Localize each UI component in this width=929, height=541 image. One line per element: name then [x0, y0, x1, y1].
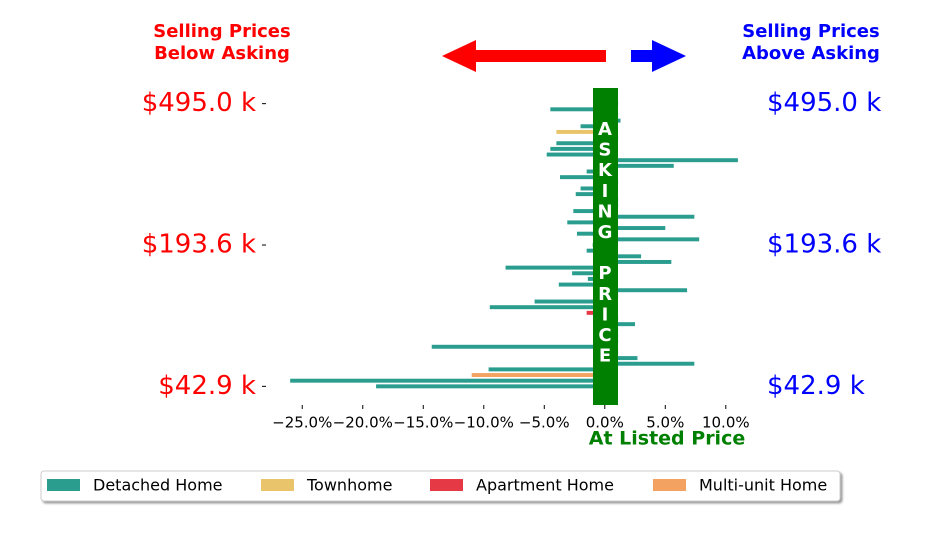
bar [580, 124, 605, 129]
x-tick-label: 5.0% [646, 414, 684, 432]
bar [546, 152, 605, 157]
x-tick-label: −20.0% [333, 414, 393, 432]
bar [604, 254, 642, 259]
right-note: Above Asking [742, 43, 880, 64]
bar [604, 361, 695, 366]
bar [604, 259, 672, 264]
y-tick-label: $495.0 k [142, 88, 256, 118]
left-note: Below Asking [154, 43, 290, 64]
bar [550, 107, 605, 112]
left-arrow [442, 40, 606, 72]
y-tick-label: $193.6 k [142, 230, 256, 260]
bar [376, 384, 605, 389]
bar [534, 299, 605, 304]
y-tick-label-right: $193.6 k [767, 230, 881, 260]
x-tick-label: 10.0% [702, 414, 750, 432]
bar [505, 265, 605, 270]
bar [431, 344, 605, 349]
bar [489, 305, 605, 310]
bar [558, 282, 605, 287]
bar [556, 141, 605, 146]
legend-swatch [653, 479, 686, 491]
bar [580, 186, 605, 191]
x-tick-label: 0.0% [586, 414, 624, 432]
bar [604, 356, 638, 361]
bar [604, 237, 700, 242]
bar [604, 226, 666, 231]
legend-label: Detached Home [93, 476, 223, 495]
x-tick-label: −25.0% [272, 414, 332, 432]
bar [556, 129, 605, 134]
bar [576, 231, 605, 236]
legend-swatch [430, 479, 463, 491]
bar [604, 163, 674, 168]
bar [604, 214, 695, 219]
legend-label: Apartment Home [476, 476, 614, 495]
legend-label: Multi-unit Home [699, 476, 827, 495]
x-tick-label: −5.0% [519, 414, 570, 432]
left-note: Selling Prices [153, 21, 290, 42]
legend-swatch [261, 479, 294, 491]
y-tick-label: $42.9 k [158, 371, 256, 401]
x-tick-label: −15.0% [393, 414, 453, 432]
legend-swatch [47, 479, 80, 491]
bar [560, 175, 605, 180]
bar [572, 271, 605, 276]
bar [550, 146, 605, 151]
bar [471, 373, 605, 378]
y-tick-label-right: $42.9 k [767, 371, 865, 401]
bar [604, 288, 688, 293]
bar [604, 158, 738, 163]
right-arrow [631, 40, 686, 72]
x-tick-label: −10.0% [454, 414, 514, 432]
legend-label: Townhome [306, 476, 392, 495]
bar [488, 367, 605, 372]
x-label: At Listed Price [589, 428, 745, 450]
bar [604, 322, 636, 327]
bar [573, 209, 605, 214]
asking-price-band [593, 88, 618, 405]
bar [567, 220, 605, 225]
y-tick-label-right: $495.0 k [767, 88, 881, 118]
bar [290, 378, 605, 383]
bar [575, 192, 605, 197]
right-note: Selling Prices [742, 21, 879, 42]
